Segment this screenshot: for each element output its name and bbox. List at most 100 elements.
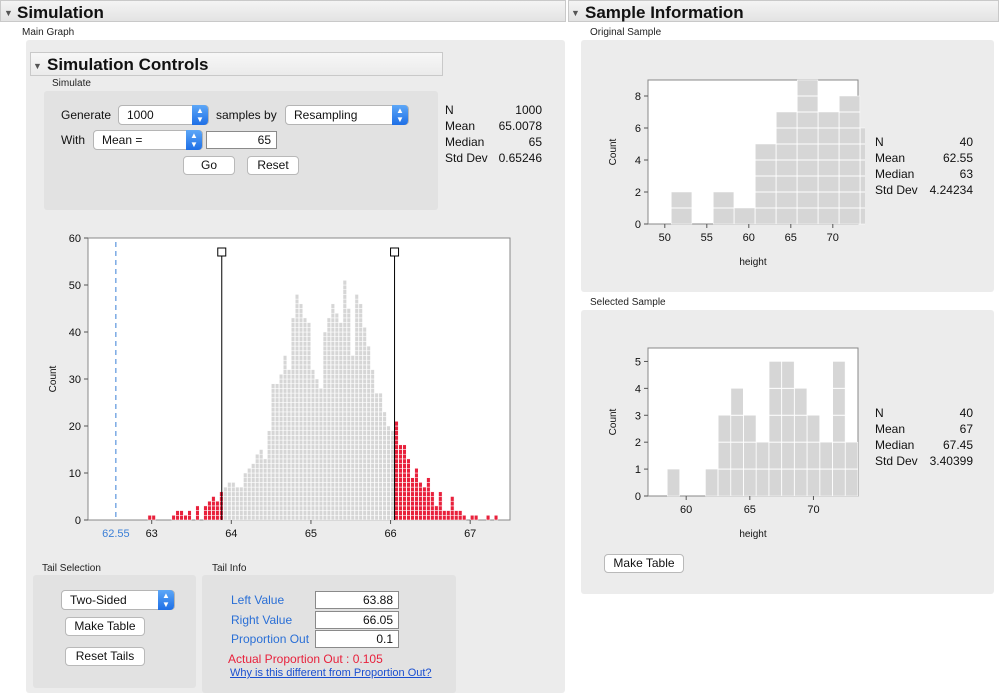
bar-cell [322,463,327,469]
bar-cell [354,298,359,305]
bar-cell [279,458,284,464]
tail-bar-cell [402,491,407,497]
bar-cell [334,463,339,469]
sample-information-header[interactable]: ▼ Sample Information [568,0,999,22]
bar-cell [318,397,323,403]
bar-cell [386,515,391,521]
go-button[interactable]: Go [183,156,235,175]
bar-cell [298,322,304,328]
sample-count-select[interactable]: 1000 ▲ ▼ [118,105,209,125]
bar-cell [797,79,819,225]
bar-cell [370,425,375,431]
bar-cell [294,482,300,488]
bar-cell [386,472,391,478]
y-tick-label: 60 [69,233,81,245]
bar-cell [390,515,395,521]
bar-cell [290,482,296,488]
bar-cell [302,331,308,337]
bar-cell [271,515,276,521]
simulation-header[interactable]: ▼ Simulation [0,0,566,22]
disclosure-triangle-icon[interactable]: ▼ [33,61,42,71]
bar-cell [378,392,383,399]
reset-tails-button[interactable]: Reset Tails [65,647,145,666]
bar-cell [326,430,331,436]
disclosure-triangle-icon[interactable]: ▼ [571,8,580,18]
proportion-out-input[interactable]: 0.1 [315,630,399,648]
bar-cell [334,411,339,417]
bar-cell [334,482,339,488]
bar-cell [330,364,335,370]
bar-cell [322,435,327,441]
bar-cell [346,312,351,319]
bar-cell [247,486,252,493]
selected-make-table-button[interactable]: Make Table [604,554,684,573]
bar-cell [342,444,347,450]
bar-cell [243,510,248,516]
why-different-link[interactable]: Why is this different from Proportion Ou… [230,667,432,679]
bar-cell [346,435,351,441]
method-select[interactable]: Resampling ▲ ▼ [285,105,409,125]
tail-bar-cell [402,468,407,474]
bar-cell [378,411,383,417]
bar-cell [354,397,359,403]
bar-cell [362,500,367,507]
bar-cell [358,345,363,352]
y-tick-label: 30 [69,374,81,386]
bar-cell [354,472,359,478]
statistic-select[interactable]: Mean = ▲ ▼ [93,130,203,150]
bar-cell [294,463,300,469]
left-value-input[interactable]: 63.88 [315,591,399,609]
bar-cell [354,453,359,460]
bar-cell [334,435,339,441]
bar-cell [298,425,304,431]
bar-cell [318,491,323,497]
bar-cell [306,486,311,493]
tail-bar-cell [211,500,216,507]
bar-cell [342,280,347,286]
bar-cell [306,359,311,366]
bar-cell [318,486,323,493]
bar-cell [382,425,387,431]
bar-cell [322,341,327,347]
bar-cell [255,505,260,511]
bar-cell [271,388,276,394]
bar-cell [338,435,343,441]
tail-bar-cell [454,515,459,521]
right-value-input[interactable]: 66.05 [315,611,399,629]
tail-bar-cell [406,468,411,474]
bar-cell [346,336,351,342]
target-value-input[interactable]: 65 [206,131,277,149]
bar-cell [366,463,371,469]
bar-cell [306,345,311,352]
bar-cell [370,449,375,455]
tail-bar-cell [195,505,200,511]
bar-cell [354,355,359,361]
bar-cell [298,308,304,314]
bar-cell [358,458,363,464]
bar-cell [326,472,331,478]
bar-cell [338,374,343,380]
disclosure-triangle-icon[interactable]: ▼ [4,8,13,18]
bar-cell [346,444,351,450]
make-table-button[interactable]: Make Table [65,617,145,636]
bar-cell [338,477,343,483]
bar-cell [283,425,288,431]
bar-cell [302,482,308,488]
bar-cell [255,500,260,507]
bar-cell [263,482,268,488]
tail-bar-cell [438,505,443,511]
bar-cell [338,392,343,399]
bar-cell [326,364,331,370]
bar-cell [386,444,391,450]
bar-cell [354,421,359,427]
tail-selection-select[interactable]: Two-Sided ▲ ▼ [61,590,175,610]
bar-cell [318,468,323,474]
bar-cell [326,374,331,380]
reset-button[interactable]: Reset [247,156,299,175]
bar-cell [255,477,260,483]
bar-cell [334,425,339,431]
simulation-controls-header[interactable]: ▼ Simulation Controls [30,52,443,76]
